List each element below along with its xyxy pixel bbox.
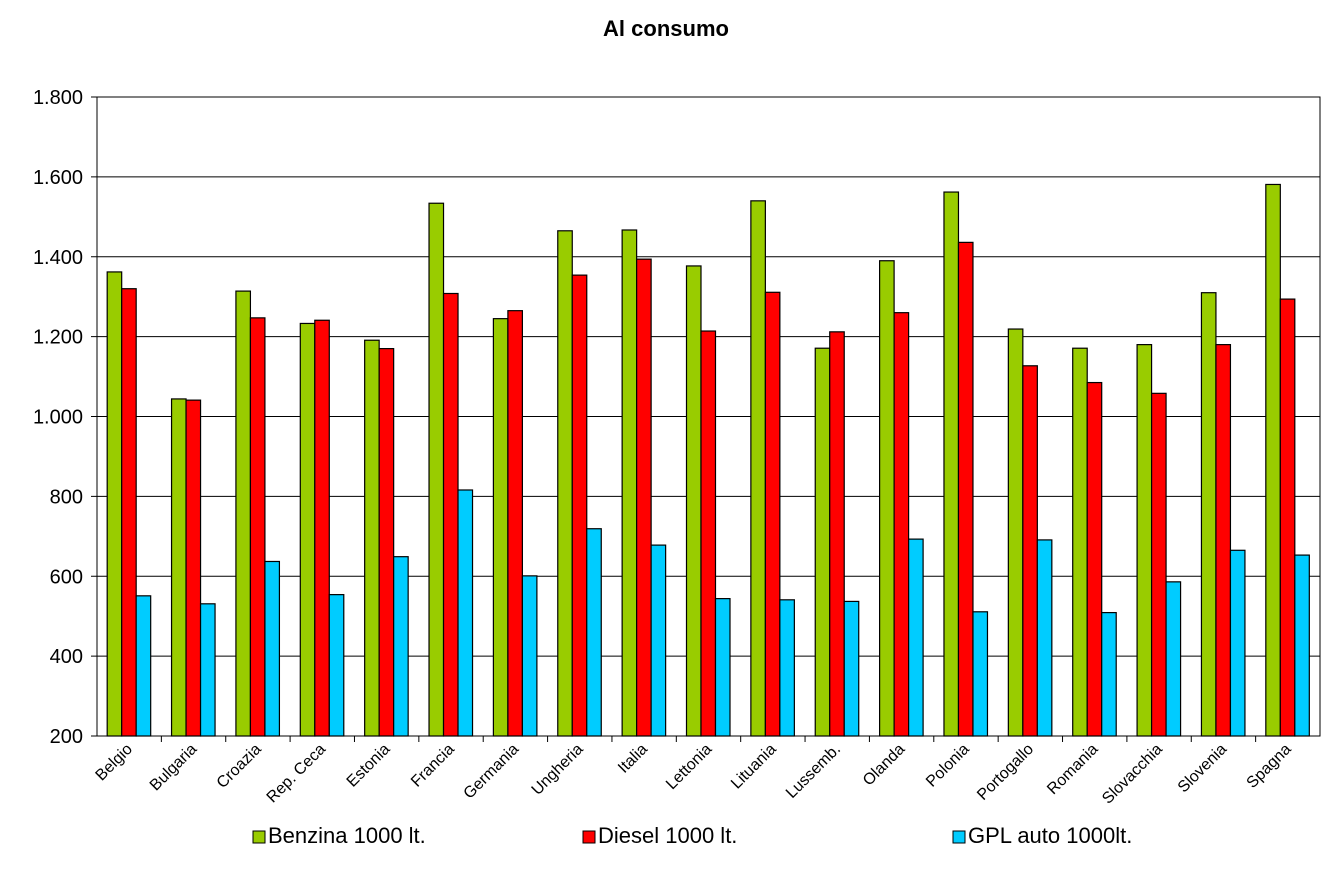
bar-2-6 [521, 575, 538, 737]
bar-2-5 [457, 489, 474, 737]
bar-2-4 [393, 556, 409, 737]
x-tick-label: Olanda [860, 741, 909, 790]
x-tick-label: Romania [1044, 741, 1101, 798]
bar-0-5 [428, 202, 445, 737]
bar-0-14 [1007, 328, 1024, 737]
bar-1-17 [1215, 344, 1232, 737]
y-axis-ticks: 200 400 600 800 1.000 1.200 1.400 1.600 1.800 [33, 87, 97, 748]
x-tick-label: Slovenia [1175, 741, 1230, 796]
legend-label: Diesel 1000 lt. [598, 823, 737, 848]
x-tick-label: Francia [408, 741, 458, 791]
x-tick-label: Spagna [1244, 741, 1295, 792]
bar-2-13 [972, 611, 989, 737]
x-tick-label: Belgio [93, 741, 137, 785]
bar-1-4 [378, 348, 395, 737]
bar-1-14 [1022, 365, 1038, 737]
legend-label: Benzina 1000 lt. [268, 823, 426, 848]
bar-0-17 [1200, 292, 1217, 737]
bar-2-14 [1036, 539, 1053, 737]
y-tick-label: 1.800 [33, 87, 83, 109]
bar-1-3 [314, 319, 330, 737]
bar-2-9 [714, 598, 731, 737]
legend-swatch [252, 830, 266, 844]
legend-swatch [952, 830, 966, 844]
bar-0-4 [364, 339, 380, 737]
x-tick-label: Bulgaria [147, 741, 201, 795]
x-tick-label: Croazia [214, 741, 265, 792]
bar-0-0 [106, 271, 123, 737]
bar-2-12 [908, 538, 924, 737]
bar-1-2 [249, 317, 266, 737]
bar-0-2 [235, 290, 252, 737]
bar-0-11 [814, 347, 831, 737]
x-tick-label: Portogallo [974, 741, 1037, 804]
bar-1-11 [829, 331, 845, 737]
bar-1-16 [1150, 392, 1167, 737]
bar-1-9 [700, 330, 717, 737]
bar-2-1 [199, 603, 216, 737]
bar-0-6 [492, 318, 509, 737]
x-tick-label: Germania [461, 741, 523, 803]
legend: Benzina 1000 lt. Diesel 1000 lt. GPL auto … [252, 823, 1132, 848]
bar-2-8 [650, 544, 667, 737]
bar-1-0 [121, 288, 137, 737]
bar-0-16 [1136, 344, 1153, 737]
bar-1-15 [1086, 381, 1103, 737]
bar-2-16 [1165, 581, 1182, 737]
bar-1-10 [764, 291, 781, 737]
y-tick-label: 1.400 [33, 247, 83, 269]
bar-2-0 [135, 595, 152, 737]
bar-1-18 [1279, 298, 1296, 737]
x-tick-label: Polonia [923, 741, 973, 791]
bar-0-10 [750, 200, 766, 737]
bar-0-12 [879, 260, 895, 737]
legend-swatch [582, 830, 596, 844]
chart-title: Al consumo [603, 16, 729, 41]
bar-2-10 [779, 599, 795, 737]
bar-0-9 [685, 265, 702, 737]
bar-0-18 [1265, 183, 1281, 737]
bar-1-12 [893, 312, 910, 737]
x-tick-label: Estonia [344, 741, 394, 791]
legend-label: GPL auto 1000lt. [968, 823, 1132, 848]
x-tick-label: Italia [615, 741, 651, 777]
y-tick-label: 400 [50, 646, 83, 668]
bar-0-3 [299, 322, 316, 737]
y-tick-label: 1.600 [33, 167, 83, 189]
bar-0-7 [557, 230, 573, 737]
x-tick-label: Rep. Ceca [264, 741, 330, 807]
bar-2-11 [843, 600, 860, 737]
bar-1-1 [185, 399, 202, 737]
bars [106, 183, 1310, 737]
y-tick-label: 200 [50, 726, 83, 748]
x-tick-label: Lussemb. [783, 741, 844, 802]
x-tick-label: Ungheria [529, 741, 587, 799]
bar-1-5 [442, 292, 459, 737]
y-tick-label: 800 [50, 486, 83, 508]
bar-1-6 [507, 310, 523, 737]
bar-0-15 [1072, 347, 1088, 737]
y-tick-label: 1.000 [33, 407, 83, 429]
x-tick-label: Lituania [728, 741, 780, 793]
bar-1-13 [957, 241, 974, 737]
x-tick-label: Lettonia [663, 741, 715, 793]
bar-0-1 [170, 398, 187, 737]
bar-2-17 [1229, 549, 1246, 737]
y-tick-label: 600 [50, 566, 83, 588]
bar-0-8 [621, 229, 638, 737]
bar-2-18 [1294, 554, 1310, 737]
bar-0-13 [943, 191, 960, 737]
bar-2-3 [328, 594, 345, 737]
bar-1-7 [571, 274, 588, 737]
y-tick-label: 1.200 [33, 327, 83, 349]
x-tick-label: Slovacchia [1099, 741, 1166, 808]
bar-1-8 [636, 258, 652, 737]
bar-2-7 [586, 528, 602, 737]
bar-2-15 [1101, 611, 1117, 737]
bar-2-2 [264, 560, 281, 737]
